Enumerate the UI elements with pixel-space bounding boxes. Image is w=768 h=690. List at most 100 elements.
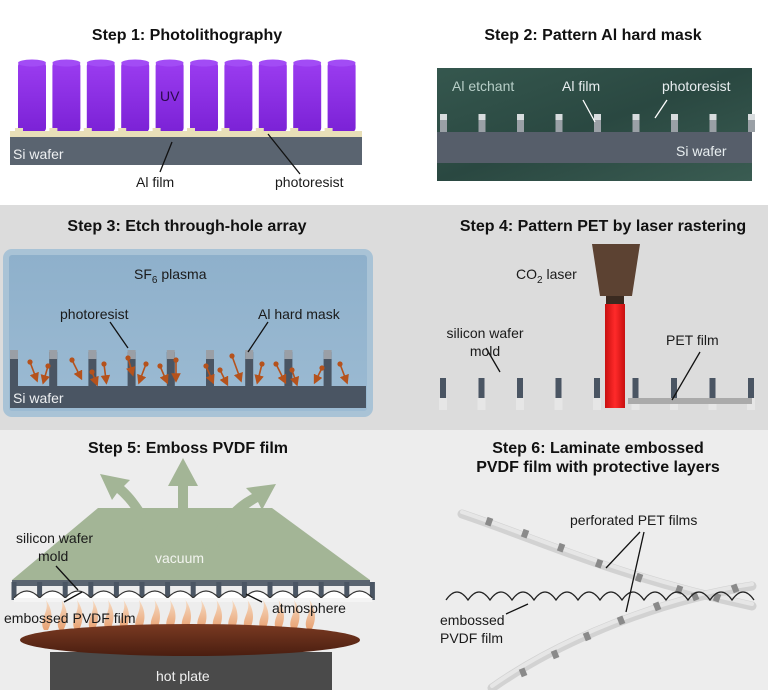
mold-post — [344, 582, 350, 600]
ion — [101, 361, 107, 367]
heat-flames — [42, 600, 315, 630]
perforation — [634, 572, 644, 583]
si-wafer-layer — [10, 137, 362, 165]
embossed-pvdf-film — [445, 591, 755, 602]
mask-post-resist — [555, 114, 563, 120]
step4-mold-label-line1: silicon wafer — [446, 325, 524, 341]
heat-flame — [57, 600, 67, 630]
pillar-resist — [88, 350, 97, 359]
step3-title: Step 3: Etch through-hole array — [67, 218, 307, 235]
step3-si-wafer-label: Si wafer — [13, 390, 64, 406]
ion-arrow — [275, 363, 287, 385]
uv-beam — [327, 62, 356, 132]
step6-pvdf-label-line1: embossed — [440, 612, 505, 628]
mold-post — [594, 378, 600, 398]
uv-beam-top — [190, 59, 218, 67]
step1-title: Step 1: Photolithography — [91, 27, 283, 44]
ion — [319, 365, 325, 371]
ion — [217, 367, 223, 373]
photoresist-block — [118, 128, 127, 133]
al-etchant-label: Al etchant — [452, 78, 515, 94]
mold-post — [165, 582, 171, 600]
mold-post — [440, 378, 446, 398]
ion — [203, 363, 209, 369]
uv-beam-top — [18, 59, 46, 67]
mold-post — [632, 378, 639, 398]
wafer-pillar — [49, 352, 58, 388]
step1-al-film-label: Al film — [136, 174, 175, 190]
embossed-film-arc — [445, 591, 755, 602]
ion — [27, 359, 33, 365]
sf6-plasma-label: SF6 plasma — [134, 266, 207, 286]
photoresist-block — [15, 128, 23, 133]
mold-post-shadow — [439, 398, 447, 410]
ion — [157, 363, 163, 369]
vacuum-chamber — [12, 508, 370, 580]
ion — [69, 357, 75, 363]
ion-arrow — [339, 363, 349, 385]
step1-graphic — [10, 59, 362, 175]
uv-beam-top — [86, 59, 115, 67]
step4-mold-label-line2: mold — [469, 343, 501, 359]
pillar-resist — [166, 350, 175, 359]
step2-si-wafer-label: Si wafer — [676, 143, 727, 159]
uv-beam-top — [52, 59, 81, 67]
heat-flame — [197, 600, 207, 630]
mold-post — [139, 582, 145, 600]
perforation — [712, 592, 722, 603]
mold-post — [748, 378, 754, 398]
photoresist-block — [255, 128, 264, 133]
perforation — [556, 542, 566, 553]
heat-flame — [228, 600, 238, 630]
ion-arrow — [100, 363, 111, 385]
photoresist-block — [187, 128, 195, 133]
co2-laser-label: CO2 laser — [516, 266, 577, 286]
mold-posts — [11, 582, 375, 600]
pet-film-strip — [628, 398, 752, 404]
step6-title-line2: PVDF film with protective layers — [476, 459, 720, 476]
ion — [289, 367, 295, 373]
heat-flame — [88, 600, 98, 630]
hot-plate-disk — [20, 624, 360, 656]
mask-post-resist — [709, 114, 717, 120]
step4-graphic — [439, 244, 755, 410]
sf6-plasma-chamber — [3, 249, 373, 417]
mask-posts — [440, 114, 755, 132]
mold-post — [113, 582, 119, 600]
perforation — [594, 558, 604, 569]
mold-post — [241, 582, 247, 600]
step2-photoresist-label: photoresist — [662, 78, 731, 94]
mask-post — [594, 114, 601, 132]
pillar-resist — [127, 350, 136, 359]
uv-beam — [190, 62, 218, 132]
uv-beam-top — [258, 59, 287, 67]
mask-post — [555, 114, 563, 132]
ion — [229, 353, 235, 359]
mask-post — [632, 114, 640, 132]
step6-graphic — [445, 509, 757, 690]
heat-flame — [73, 600, 83, 630]
heat-flame — [150, 600, 160, 630]
vacuum-arrows — [100, 458, 276, 552]
mold-post — [88, 582, 94, 600]
ion — [125, 355, 131, 361]
perforation — [730, 583, 740, 594]
mask-post-resist — [517, 114, 524, 120]
step5-embossed-film-label: embossed PVDF film — [4, 610, 136, 626]
step2-graphic — [437, 68, 755, 181]
wafer-pillar — [206, 352, 214, 388]
laser-head — [592, 244, 640, 296]
mold-post — [267, 582, 273, 600]
si-wafer-layer — [437, 132, 752, 163]
step3-photoresist-label: photoresist — [60, 306, 129, 322]
silicon-mold-posts — [439, 378, 755, 410]
uv-label: UV — [160, 88, 180, 104]
mold-post — [293, 582, 299, 600]
mold-post — [517, 378, 523, 398]
mask-post-resist — [478, 114, 486, 120]
mold-post-shadow — [554, 398, 563, 410]
step5-graphic — [11, 458, 375, 690]
hot-plate-base — [50, 652, 332, 690]
mask-post-resist — [748, 114, 755, 120]
